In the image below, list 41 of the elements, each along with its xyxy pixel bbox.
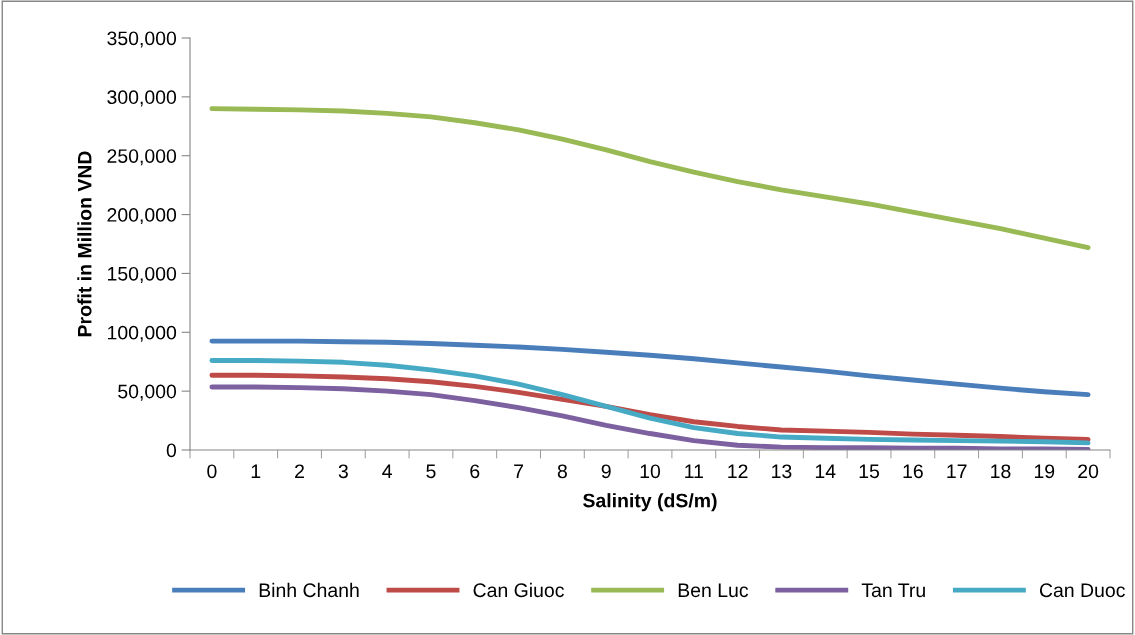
x-tick-label: 10 xyxy=(640,464,661,479)
line-series xyxy=(209,358,1091,446)
x-tick-label: 9 xyxy=(601,464,611,479)
x-tick-label: 4 xyxy=(382,464,392,478)
legend-label: Ben Luc xyxy=(678,583,749,598)
x-tick-label: 16 xyxy=(903,464,923,479)
x-tick-label: 15 xyxy=(859,464,880,479)
y-tick-label: 200,000 xyxy=(107,208,177,225)
y-tick-label: 100,000 xyxy=(108,325,177,342)
x-tick-label: 0 xyxy=(207,464,217,479)
line-series xyxy=(209,106,1091,250)
x-axis-title: Salinity (dS/m) xyxy=(583,493,717,512)
x-tick-label: 6 xyxy=(470,464,480,479)
legend-label: Binh Chanh xyxy=(259,582,359,598)
x-tick-label: 11 xyxy=(685,464,703,478)
x-tick-label: 1 xyxy=(251,464,261,478)
x-tick-label: 3 xyxy=(338,464,348,479)
y-axis-title: Profit in Million VND xyxy=(77,151,92,337)
x-tick-label: 2 xyxy=(295,464,304,478)
line-series xyxy=(209,372,1091,442)
x-tick-label: 5 xyxy=(426,464,436,479)
x-tick-label: 19 xyxy=(1034,464,1055,479)
legend-label: Tan Tru xyxy=(861,583,925,598)
line-series xyxy=(209,384,1091,450)
x-tick-label: 13 xyxy=(772,464,792,479)
y-tick-label: 50,000 xyxy=(118,384,177,401)
x-tick-label: 14 xyxy=(815,464,836,478)
legend-label: Can Duoc xyxy=(1039,583,1125,598)
x-tick-label: 18 xyxy=(991,464,1011,479)
y-tick-label: 350,000 xyxy=(107,31,177,48)
x-tick-label: 20 xyxy=(1078,464,1099,479)
x-tick-label: 8 xyxy=(557,464,567,479)
y-tick-label: 250,000 xyxy=(107,149,177,166)
y-tick-label: 150,000 xyxy=(108,266,177,283)
y-tick-label: 300,000 xyxy=(107,90,177,107)
line-series xyxy=(209,338,1091,398)
x-tick-label: 12 xyxy=(728,464,748,478)
legend-label: Can Giuoc xyxy=(473,582,564,598)
y-tick-label: 0 xyxy=(166,443,177,458)
x-tick-label: 17 xyxy=(947,464,967,478)
x-tick-label: 7 xyxy=(514,464,523,478)
